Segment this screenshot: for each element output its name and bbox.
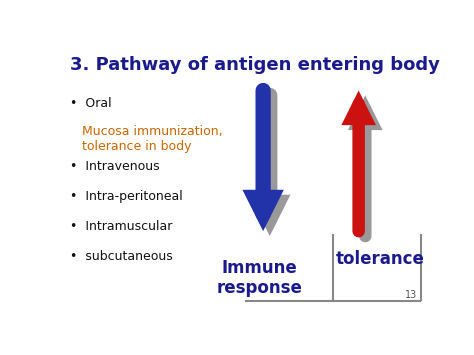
Text: 13: 13 <box>405 290 418 300</box>
Text: tolerance: tolerance <box>336 250 425 268</box>
Text: •  subcutaneous: • subcutaneous <box>70 250 173 263</box>
Text: Mucosa immunization,
   tolerance in body: Mucosa immunization, tolerance in body <box>70 125 223 153</box>
Text: •  Intra-peritoneal: • Intra-peritoneal <box>70 190 183 203</box>
Text: •  Intravenous: • Intravenous <box>70 160 160 173</box>
Text: •  Oral: • Oral <box>70 97 112 110</box>
Text: Immune
response: Immune response <box>217 258 302 297</box>
Text: •  Intramuscular: • Intramuscular <box>70 220 173 233</box>
Text: 3. Pathway of antigen entering body: 3. Pathway of antigen entering body <box>70 56 440 74</box>
